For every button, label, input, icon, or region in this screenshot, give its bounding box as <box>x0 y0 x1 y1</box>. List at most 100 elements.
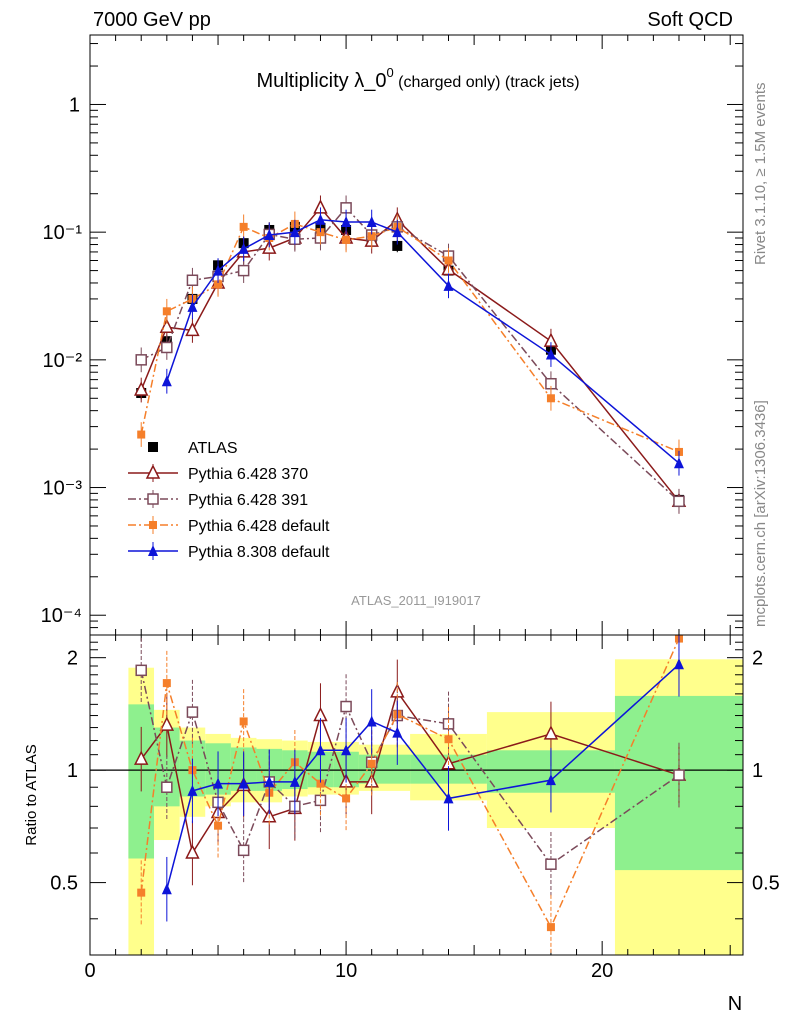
data-point <box>135 354 147 366</box>
axis-ticks: 0 10 20 10⁻⁴ 10⁻³ 10⁻² 10⁻¹ 1 0.5 0.5 1 1 2 2 <box>41 35 780 982</box>
data-point <box>237 264 250 277</box>
y-tick-label: 1 <box>69 94 80 116</box>
ratio-point <box>185 844 200 859</box>
data-point <box>239 222 248 231</box>
legend-marker <box>145 464 161 479</box>
data-point <box>673 495 685 508</box>
series-line <box>140 223 680 453</box>
ratio-tick-label-right: 2 <box>752 648 763 670</box>
data-point <box>367 232 376 241</box>
header-left: 7000 GeV pp <box>93 9 211 31</box>
ratio-point <box>316 779 325 788</box>
legend-label: Pythia 6.428 370 <box>188 466 308 483</box>
ratio-tick-label-right: 0.5 <box>752 873 780 895</box>
ratio-point <box>134 750 149 765</box>
series-3 <box>137 211 683 955</box>
x-tick-label: 20 <box>591 960 613 982</box>
ratio-point <box>341 744 352 756</box>
x-tick-label: 0 <box>84 960 95 982</box>
legend-marker <box>148 545 158 556</box>
series-line <box>140 206 680 502</box>
ratio-point <box>545 858 557 870</box>
ratio-tick-label-left: 2 <box>67 648 78 670</box>
ratio-point <box>443 792 454 804</box>
data-point <box>673 457 684 469</box>
ratio-point <box>366 715 377 727</box>
ratio-tick-label-right: 1 <box>752 760 763 782</box>
data-point <box>546 394 555 403</box>
series-layer <box>134 195 687 955</box>
ratio-point <box>264 775 275 787</box>
legend-marker <box>147 493 159 505</box>
data-point <box>137 430 146 439</box>
ratio-line <box>140 690 680 855</box>
y-tick-label: 10⁻¹ <box>43 222 83 244</box>
data-point <box>162 307 171 316</box>
ratio-point <box>161 781 173 793</box>
x-axis-label: N <box>728 993 742 1015</box>
y-tick-label: 10⁻² <box>43 350 83 372</box>
chart-title: Multiplicity λ_00 (charged only) (track … <box>256 65 579 92</box>
y-tick-label: 10⁻⁴ <box>41 605 82 627</box>
ratio-point <box>673 658 684 670</box>
ratio-point <box>444 735 453 744</box>
data-point <box>186 274 199 287</box>
legend-label: Pythia 6.428 391 <box>188 492 308 509</box>
ratio-point <box>543 725 559 740</box>
data-point <box>392 226 403 238</box>
series-4 <box>161 207 684 922</box>
x-tick-label: 10 <box>335 960 357 982</box>
data-point <box>366 216 377 228</box>
ratio-point <box>340 700 352 713</box>
y-tick-label: 10⁻³ <box>43 478 83 500</box>
ratio-point <box>161 883 172 895</box>
ratio-point <box>214 821 223 830</box>
legend: ATLAS Pythia 6.428 370 Pythia 6.428 391 Pyt… <box>128 440 330 561</box>
ratio-point <box>239 717 248 726</box>
ratio-point <box>186 706 199 718</box>
ratio-point <box>238 777 249 789</box>
data-point <box>392 240 403 251</box>
ratio-point <box>342 794 351 803</box>
ratio-line <box>140 638 680 929</box>
header-right: Soft QCD <box>647 9 733 31</box>
data-point <box>443 279 454 291</box>
legend-marker <box>148 442 158 452</box>
data-point <box>545 348 556 360</box>
legend-label: Pythia 6.428 default <box>188 518 330 535</box>
data-point <box>187 300 198 312</box>
legend-label: ATLAS <box>188 440 238 457</box>
analysis-label: ATLAS_2011_I919017 <box>351 593 481 608</box>
data-point <box>444 256 453 265</box>
ratio-line <box>140 670 680 866</box>
ratio-point <box>137 888 146 897</box>
ratio-point <box>237 844 250 857</box>
data-point <box>341 216 352 228</box>
ratio-frame <box>89 634 744 956</box>
data-point <box>134 381 149 396</box>
ratio-point <box>289 775 300 787</box>
ratio-point <box>673 769 685 781</box>
data-point <box>214 280 223 289</box>
data-point <box>161 375 172 387</box>
data-point <box>238 242 249 254</box>
legend-marker <box>149 521 157 529</box>
ratio-point <box>135 664 147 677</box>
data-point <box>161 341 173 354</box>
ratio-point <box>545 774 556 786</box>
data-point <box>264 229 275 241</box>
data-point <box>185 321 200 337</box>
ratio-tick-label-left: 1 <box>67 760 78 782</box>
ratio-point <box>187 784 198 796</box>
rivet-label: Rivet 3.1.10, ≥ 1.5M events <box>752 83 769 266</box>
ratio-point <box>367 759 376 768</box>
mcplots-label: mcplots.cern.ch [arXiv:1306.3436] <box>752 400 769 627</box>
ratio-point <box>392 726 403 738</box>
ratio-point <box>315 744 326 756</box>
ratio-ylabel: Ratio to ATLAS <box>23 744 40 845</box>
ratio-point <box>213 777 224 789</box>
ratio-point <box>159 716 175 731</box>
ratio-tick-label-left: 0.5 <box>50 873 78 895</box>
data-point <box>289 226 300 238</box>
